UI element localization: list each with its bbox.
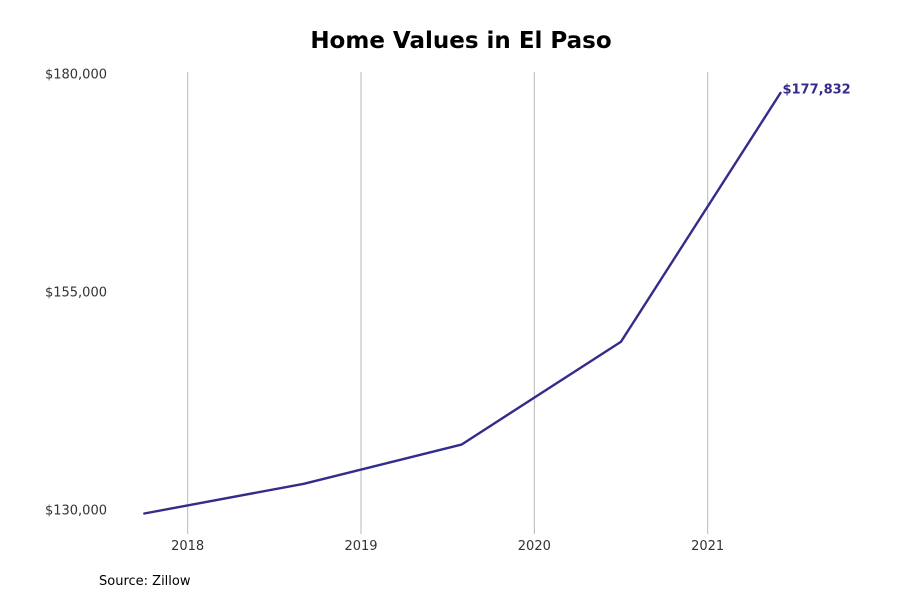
x-tick-label: 2018: [171, 539, 204, 554]
series-line: [143, 91, 782, 515]
annotation-layer: $177,832: [782, 82, 850, 97]
source-note: Source: Zillow: [99, 574, 191, 589]
series-layer: [143, 91, 782, 515]
y-tick-label: $180,000: [45, 68, 107, 83]
x-tick-label: 2021: [691, 539, 724, 554]
x-tick-label: 2020: [518, 539, 551, 554]
end-value-label: $177,832: [782, 82, 850, 97]
axis-labels: 2018 2019 2020 2021 $130,000 $155,000 $180,000: [45, 68, 724, 555]
y-tick-label: $155,000: [45, 286, 107, 301]
x-tick-label: 2019: [344, 539, 377, 554]
y-tick-label: $130,000: [45, 504, 107, 519]
grid-lines: [187, 72, 709, 534]
chart-title: Home Values in El Paso: [310, 28, 612, 54]
